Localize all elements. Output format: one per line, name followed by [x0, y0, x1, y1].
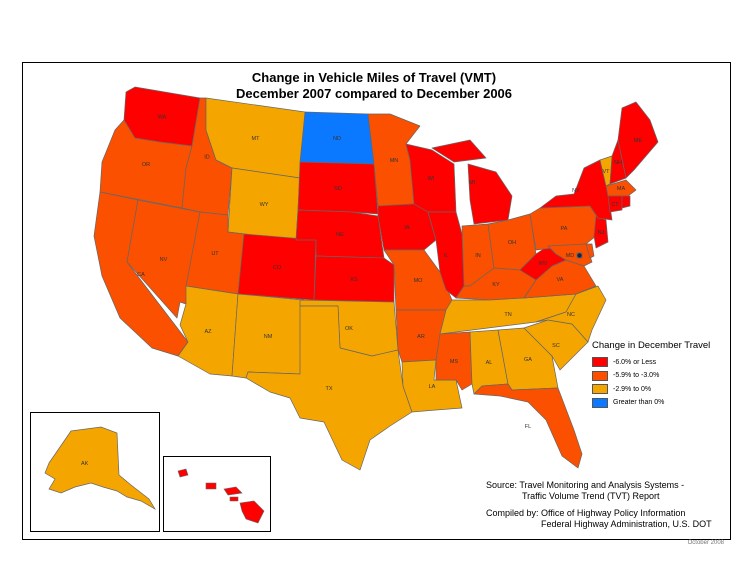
state-label-ga: GA: [524, 357, 532, 363]
state-ks: [313, 255, 395, 303]
state-label-ca: CA: [137, 272, 145, 278]
state-ri: [621, 195, 631, 209]
state-label-sd: SD: [334, 186, 342, 192]
state-label-tn: TN: [504, 312, 511, 318]
state-label-mt: MT: [252, 136, 261, 142]
state-label-nd: ND: [333, 136, 341, 142]
state-ak: [44, 426, 156, 510]
hawaii-inset: [163, 456, 271, 532]
state-label-or: OR: [142, 162, 150, 168]
alaska-map: AK: [44, 426, 156, 510]
compiled-line-1: Compiled by: Office of Highway Policy In…: [486, 508, 686, 518]
state-label-ky: KY: [492, 282, 500, 288]
state-label-ny: NY: [572, 188, 580, 194]
state-label-va: VA: [557, 277, 564, 283]
source-note: Source: Travel Monitoring and Analysis S…: [486, 480, 684, 502]
state-label-vt: VT: [602, 169, 610, 175]
legend-label: Greater than 0%: [613, 399, 665, 406]
state-label-wa: WA: [158, 115, 167, 121]
map-title: Change in Vehicle Miles of Travel (VMT): [251, 70, 497, 85]
state-label-nc: NC: [567, 312, 575, 318]
date-note: October 2008: [687, 540, 724, 546]
legend-swatch: [592, 397, 608, 408]
state-label-mi: MI: [469, 180, 476, 186]
dc-marker: [577, 253, 582, 258]
hawaii-map: [177, 468, 265, 524]
state-la: [401, 359, 463, 413]
state-label-in: IN: [475, 253, 481, 259]
state-ct: [607, 195, 623, 213]
state-ma: [605, 179, 637, 197]
state-de: [585, 243, 595, 259]
state-label-tx: TX: [325, 386, 332, 392]
state-tx: [245, 305, 413, 471]
alaska-inset: AK: [30, 412, 160, 532]
state-label-la: LA: [429, 384, 436, 390]
legend-label: -6.0% or Less: [613, 358, 657, 366]
legend-label: -5.9% to -3.0%: [613, 372, 660, 379]
legend-item: -6.0% or Less: [592, 356, 732, 368]
state-label-az: AZ: [204, 329, 212, 335]
state-sd: [297, 161, 379, 215]
legend-label: -2.9% to 0%: [613, 385, 652, 393]
state-fl: [473, 383, 583, 469]
legend-swatch: [592, 370, 608, 381]
source-line-2: Traffic Volume Trend (TVT) Report: [522, 491, 660, 501]
state-label-ak: AK: [81, 461, 89, 467]
state-label-ct: CT: [611, 202, 619, 208]
state-label-il: IL: [444, 253, 449, 259]
state-label-ok: OK: [345, 326, 353, 332]
state-label-ar: AR: [417, 334, 425, 340]
legend-item: Greater than 0%: [592, 397, 732, 409]
legend-item: -2.9% to 0%: [592, 383, 732, 395]
map-subtitle: December 2007 compared to December 2006: [235, 86, 513, 101]
state-label-ks: KS: [350, 277, 358, 283]
legend: Change in December Travel -6.0% or Less …: [592, 340, 732, 410]
source-line-1: Source: Travel Monitoring and Analysis S…: [486, 480, 685, 490]
state-label-id: ID: [204, 155, 210, 161]
legend-title: Change in December Travel: [592, 340, 711, 351]
legend-swatch: [592, 357, 608, 367]
state-label-mo: MO: [414, 278, 424, 284]
state-label-ma: MA: [617, 186, 626, 192]
state-nc: [535, 285, 607, 343]
state-label-md: MD: [566, 253, 575, 259]
state-nj: [593, 215, 609, 249]
state-label-wi: WI: [428, 176, 435, 182]
state-label-oh: OH: [508, 240, 516, 246]
state-label-co: CO: [273, 265, 282, 271]
state-label-ia: IA: [404, 225, 410, 231]
legend-swatch: [592, 384, 608, 394]
compiled-line-2: Federal Highway Administration, U.S. DOT: [541, 519, 712, 529]
state-me: [617, 101, 659, 179]
state-label-nm: NM: [264, 334, 273, 340]
legend-item: -5.9% to -3.0%: [592, 370, 732, 382]
state-label-sc: SC: [552, 343, 560, 349]
state-label-nh: NH: [614, 160, 622, 166]
state-label-wv: WV: [539, 261, 548, 267]
state-hi: [177, 468, 265, 524]
state-label-ne: NE: [336, 232, 344, 238]
state-label-pa: PA: [561, 226, 568, 232]
state-label-ut: UT: [211, 251, 219, 257]
state-label-wy: WY: [260, 202, 269, 208]
state-label-mn: MN: [390, 158, 399, 164]
state-label-nv: NV: [160, 257, 168, 263]
state-label-fl: FL: [525, 424, 531, 430]
compiled-note: Compiled by: Office of Highway Policy In…: [486, 508, 712, 530]
state-label-al: AL: [486, 360, 493, 366]
state-label-nj: NJ: [598, 230, 605, 236]
state-label-ms: MS: [450, 359, 459, 365]
state-label-me: ME: [634, 138, 643, 144]
